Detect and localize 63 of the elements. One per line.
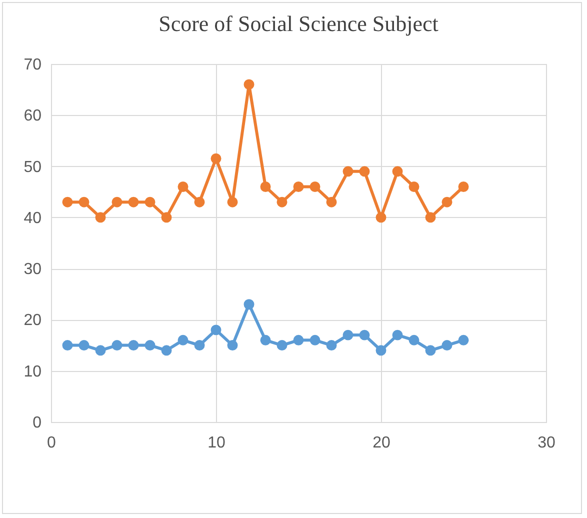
point bbox=[276, 340, 288, 351]
point bbox=[293, 182, 304, 192]
y-tick-label: 50 bbox=[24, 158, 42, 176]
point bbox=[326, 196, 337, 208]
point bbox=[161, 212, 172, 223]
point bbox=[62, 196, 73, 208]
point bbox=[425, 345, 436, 356]
point bbox=[78, 340, 90, 351]
point bbox=[95, 212, 106, 223]
point bbox=[260, 334, 271, 346]
point bbox=[359, 166, 370, 177]
point bbox=[293, 334, 304, 346]
y-tick-label: 70 bbox=[24, 56, 42, 74]
point bbox=[276, 196, 288, 208]
point bbox=[392, 166, 403, 177]
point bbox=[425, 212, 436, 223]
point bbox=[310, 334, 320, 346]
point bbox=[244, 299, 254, 310]
y-tick-label: 20 bbox=[24, 312, 42, 330]
point bbox=[194, 340, 205, 351]
point bbox=[95, 345, 106, 356]
point bbox=[210, 324, 222, 336]
point bbox=[227, 196, 238, 208]
point bbox=[342, 330, 354, 340]
point bbox=[408, 182, 420, 192]
point bbox=[376, 212, 386, 223]
point bbox=[128, 340, 139, 351]
x-tick-label: 20 bbox=[372, 434, 390, 452]
point bbox=[442, 196, 452, 208]
point bbox=[144, 196, 156, 208]
point bbox=[178, 334, 188, 346]
chart-title: Score of Social Science Subject bbox=[158, 11, 438, 36]
point bbox=[227, 340, 238, 351]
point bbox=[342, 166, 354, 177]
point bbox=[161, 345, 172, 356]
point bbox=[442, 340, 452, 351]
point bbox=[112, 340, 122, 351]
point bbox=[376, 345, 386, 356]
x-tick-label: 0 bbox=[47, 434, 56, 452]
x-tick-label: 30 bbox=[538, 434, 556, 452]
point bbox=[112, 196, 122, 208]
point bbox=[128, 196, 139, 208]
point bbox=[458, 334, 469, 346]
y-tick-label: 0 bbox=[32, 414, 42, 432]
point bbox=[458, 182, 469, 192]
y-tick-label: 60 bbox=[24, 108, 42, 125]
point bbox=[210, 153, 222, 164]
point bbox=[144, 340, 156, 351]
point bbox=[62, 340, 73, 351]
point bbox=[408, 334, 420, 346]
y-tick-label: 40 bbox=[24, 210, 42, 227]
point bbox=[392, 330, 403, 340]
point bbox=[178, 182, 188, 192]
point bbox=[326, 340, 337, 351]
point bbox=[244, 79, 254, 90]
point bbox=[260, 182, 271, 192]
point bbox=[194, 196, 205, 208]
point bbox=[310, 182, 320, 192]
point bbox=[359, 330, 370, 340]
y-tick-label: 30 bbox=[24, 261, 42, 278]
y-tick-label: 10 bbox=[24, 363, 42, 380]
point bbox=[78, 196, 90, 208]
x-tick-label: 10 bbox=[208, 434, 226, 452]
